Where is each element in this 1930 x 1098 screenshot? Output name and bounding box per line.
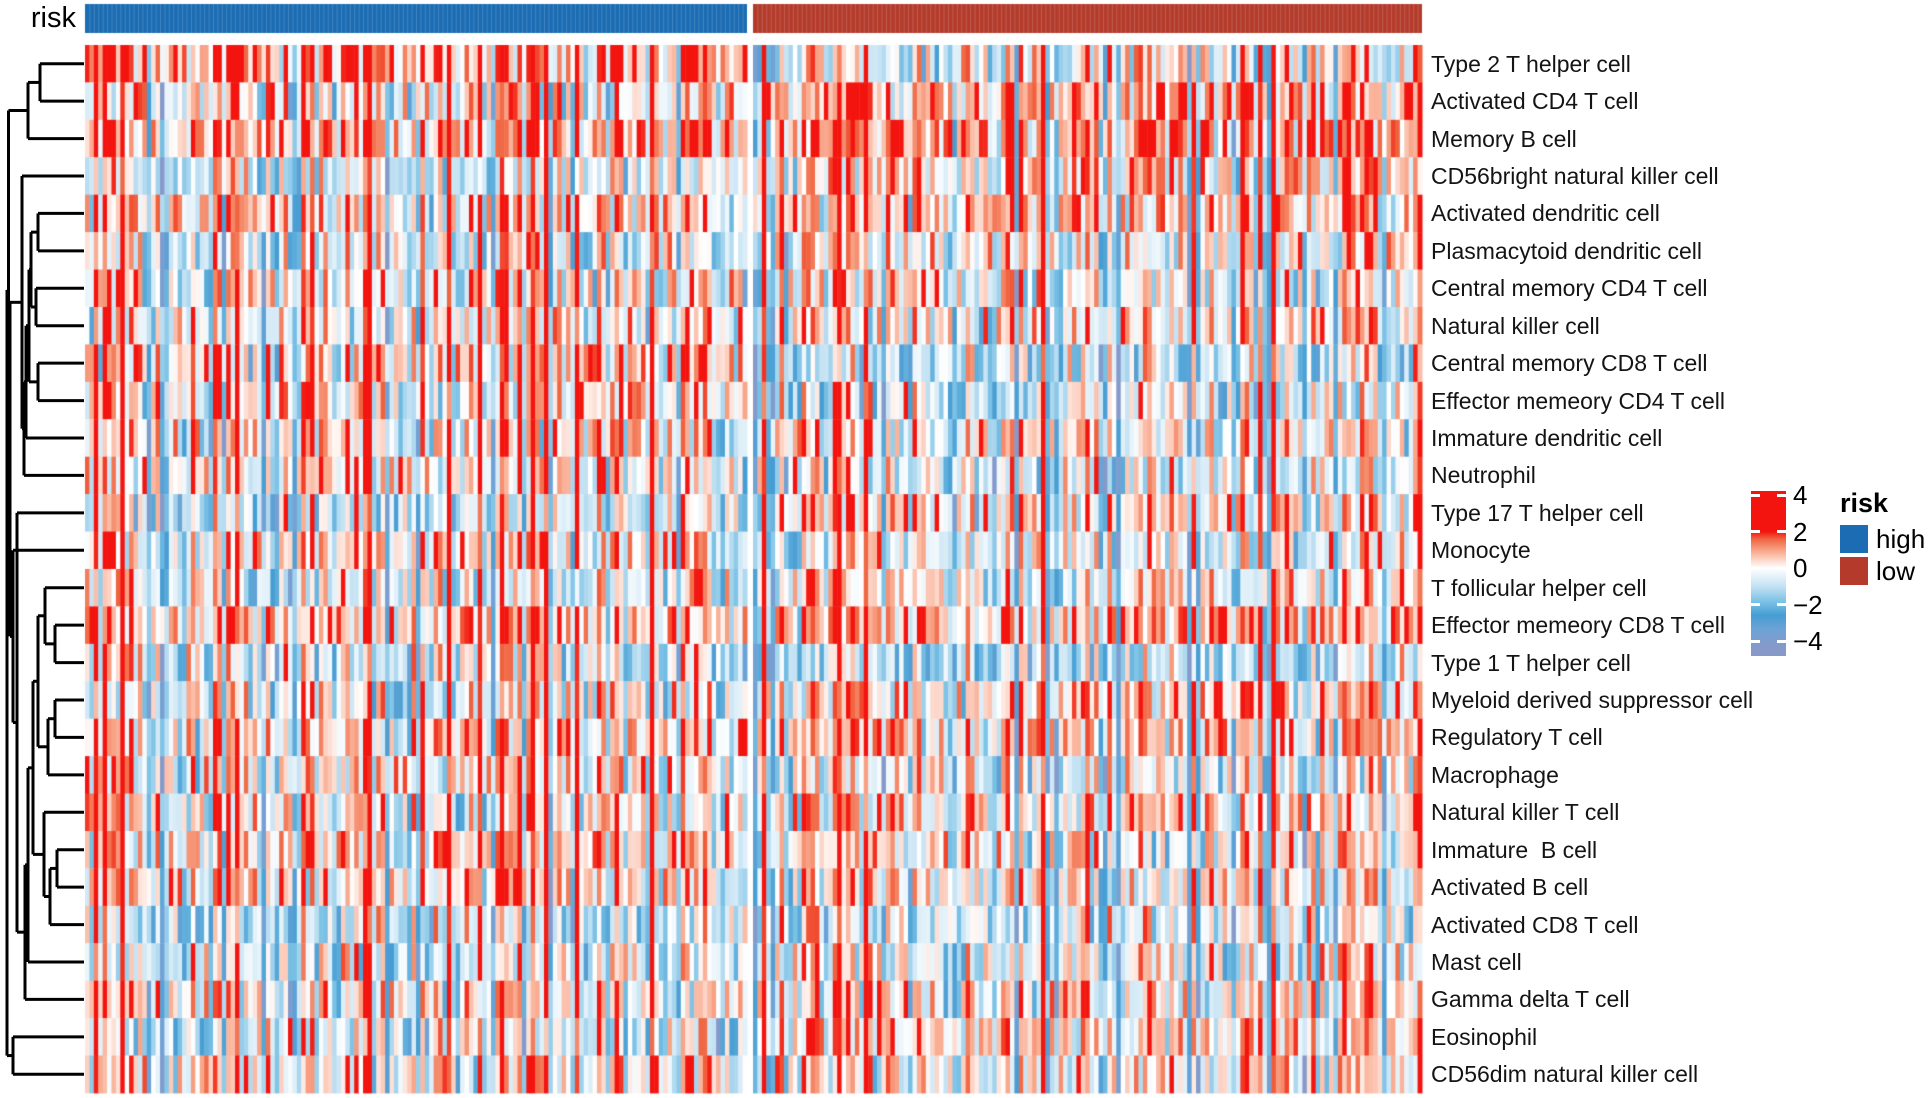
row-label: Eosinophil [1431,1023,1538,1050]
row-label: CD56dim natural killer cell [1431,1061,1699,1088]
risk-legend-swatch-high [1840,525,1868,553]
colorbar-tick-mark [1751,530,1760,533]
row-label: Immature B cell [1431,836,1598,863]
row-label: Myeloid derived suppressor cell [1431,687,1754,713]
row-label: CD56bright natural killer cell [1431,163,1719,189]
colorbar-tick-label: 4 [1793,480,1808,510]
row-label: T follicular helper cell [1431,574,1647,601]
row-label: Mast cell [1431,949,1522,975]
risk-legend-label-low: low [1876,556,1916,586]
row-label: Activated dendritic cell [1431,200,1660,227]
row-label: Activated CD4 T cell [1431,88,1639,115]
colorbar-tick-mark [1777,493,1786,497]
risk-legend-swatch-low [1840,557,1868,585]
row-label: Natural killer cell [1431,312,1600,339]
risk-legend-label-high: high [1876,524,1926,554]
colorbar-tick-mark [1751,639,1760,643]
row-label: Gamma delta T cell [1431,986,1630,1013]
row-label: Monocyte [1431,537,1531,564]
row-label: Central memory CD4 T cell [1431,275,1708,302]
risk-legend-title: risk [1840,488,1889,518]
row-label: Macrophage [1431,761,1559,788]
colorbar-tick-mark [1777,530,1786,533]
row-label: Memory B cell [1431,125,1577,152]
row-label: Type 2 T helper cell [1431,50,1631,77]
row-label: Plasmacytoid dendritic cell [1431,237,1703,264]
row-label: Effector memeory CD4 T cell [1431,387,1725,414]
row-label: Neutrophil [1431,462,1536,489]
row-label: Activated B cell [1431,874,1589,901]
row-label: Type 17 T helper cell [1431,499,1644,526]
colorbar-tick-label: −2 [1793,589,1823,620]
row-label: Natural killer T cell [1431,799,1620,826]
colorbar-tick-label: −4 [1793,626,1823,656]
row-label: Central memory CD8 T cell [1431,350,1708,377]
colorbar-tick-mark [1777,566,1786,570]
colorbar [1751,491,1786,656]
row-label: Immature dendritic cell [1431,425,1663,451]
row-label: Activated CD8 T cell [1431,911,1639,938]
colorbar-tick-mark [1751,603,1760,606]
colorbar-tick-mark [1777,639,1786,643]
row-label: Type 1 T helper cell [1431,649,1631,676]
colorbar-tick-label: 0 [1793,553,1808,583]
colorbar-tick-label: 2 [1793,516,1808,547]
colorbar-tick-mark [1751,493,1760,497]
row-label: Effector memeory CD8 T cell [1431,612,1725,639]
colorbar-tick-mark [1751,566,1760,570]
row-label: Regulatory T cell [1431,724,1603,751]
colorbar-tick-mark [1777,603,1786,606]
